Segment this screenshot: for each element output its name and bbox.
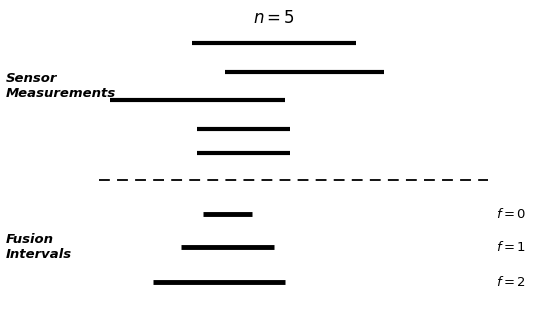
Text: $f = 1$: $f = 1$ [496, 240, 526, 254]
Text: $f = 0$: $f = 0$ [496, 207, 527, 221]
Text: Sensor
Measurements: Sensor Measurements [5, 72, 116, 100]
Text: $n = 5$: $n = 5$ [253, 9, 295, 26]
Text: $f = 2$: $f = 2$ [496, 275, 526, 289]
Text: Fusion
Intervals: Fusion Intervals [5, 233, 72, 261]
